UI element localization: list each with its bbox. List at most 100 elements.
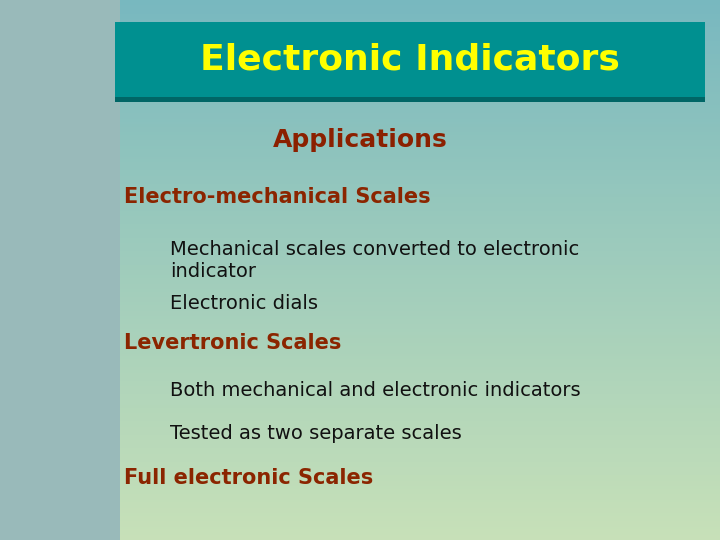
- Bar: [0, 302, 720, 305]
- Bar: [0, 291, 720, 294]
- Bar: [0, 491, 720, 494]
- Bar: [0, 172, 720, 176]
- Bar: [0, 537, 720, 540]
- Bar: [0, 426, 720, 429]
- Bar: [0, 137, 720, 140]
- Bar: [0, 315, 720, 319]
- Bar: [115, 97, 705, 102]
- Bar: [0, 413, 720, 416]
- Bar: [0, 504, 720, 508]
- Bar: [0, 383, 720, 386]
- Bar: [0, 310, 720, 313]
- Bar: [0, 10, 720, 14]
- Bar: [0, 353, 720, 356]
- Bar: [0, 124, 720, 127]
- Bar: [0, 245, 720, 248]
- Bar: [0, 16, 720, 19]
- Bar: [0, 153, 720, 157]
- Bar: [0, 261, 720, 265]
- Bar: [0, 197, 720, 200]
- Bar: [0, 442, 720, 446]
- Bar: [0, 156, 720, 159]
- Bar: [0, 477, 720, 481]
- Bar: [0, 348, 720, 351]
- Bar: [0, 512, 720, 516]
- Bar: [0, 183, 720, 186]
- Bar: [0, 221, 720, 224]
- Bar: [0, 450, 720, 454]
- Bar: [0, 418, 720, 421]
- Bar: [0, 510, 720, 513]
- Bar: [0, 75, 720, 78]
- Bar: [0, 372, 720, 375]
- Bar: [0, 507, 720, 510]
- Bar: [0, 375, 720, 378]
- Bar: [0, 29, 720, 32]
- Bar: [0, 485, 720, 489]
- Bar: [0, 94, 720, 97]
- Bar: [0, 288, 720, 292]
- Bar: [0, 110, 720, 113]
- Bar: [0, 145, 720, 149]
- Bar: [0, 269, 720, 273]
- Bar: [0, 294, 720, 297]
- Bar: [0, 429, 720, 432]
- Bar: [0, 461, 720, 464]
- Text: Tested as two separate scales: Tested as two separate scales: [171, 424, 462, 443]
- Bar: [0, 210, 720, 213]
- Bar: [0, 340, 720, 343]
- Bar: [0, 410, 720, 413]
- Bar: [0, 415, 720, 418]
- Bar: [0, 21, 720, 24]
- Bar: [0, 323, 720, 327]
- Bar: [0, 329, 720, 332]
- Bar: [0, 64, 720, 68]
- Bar: [0, 194, 720, 197]
- Bar: [0, 164, 720, 167]
- Bar: [0, 529, 720, 532]
- Bar: [0, 283, 720, 286]
- Bar: [0, 8, 720, 11]
- Bar: [0, 102, 720, 105]
- Bar: [0, 369, 720, 373]
- Bar: [0, 404, 720, 408]
- Bar: [0, 480, 720, 483]
- Bar: [0, 232, 720, 235]
- Bar: [0, 423, 720, 427]
- Bar: [0, 523, 720, 526]
- Bar: [0, 526, 720, 529]
- Bar: [0, 80, 720, 84]
- Bar: [0, 134, 720, 138]
- Text: Electro-mechanical Scales: Electro-mechanical Scales: [124, 187, 431, 207]
- Bar: [0, 421, 720, 424]
- Bar: [0, 275, 720, 278]
- Bar: [0, 180, 720, 184]
- Bar: [0, 334, 720, 338]
- Bar: [0, 35, 720, 38]
- Bar: [0, 89, 720, 92]
- Bar: [0, 121, 720, 124]
- Bar: [0, 475, 720, 478]
- Bar: [0, 240, 720, 243]
- Bar: [0, 499, 720, 502]
- Bar: [0, 218, 720, 221]
- Bar: [0, 307, 720, 310]
- Bar: [0, 0, 120, 540]
- Bar: [0, 86, 720, 89]
- Bar: [0, 386, 720, 389]
- Bar: [0, 391, 720, 394]
- Bar: [0, 448, 720, 451]
- Bar: [0, 26, 720, 30]
- Bar: [0, 62, 720, 65]
- Bar: [0, 313, 720, 316]
- Bar: [0, 205, 720, 208]
- Bar: [0, 394, 720, 397]
- Bar: [0, 488, 720, 491]
- Bar: [0, 396, 720, 400]
- Bar: [0, 286, 720, 289]
- Bar: [0, 377, 720, 381]
- Bar: [0, 521, 720, 524]
- Bar: [0, 242, 720, 246]
- Bar: [0, 253, 720, 256]
- Bar: [0, 364, 720, 367]
